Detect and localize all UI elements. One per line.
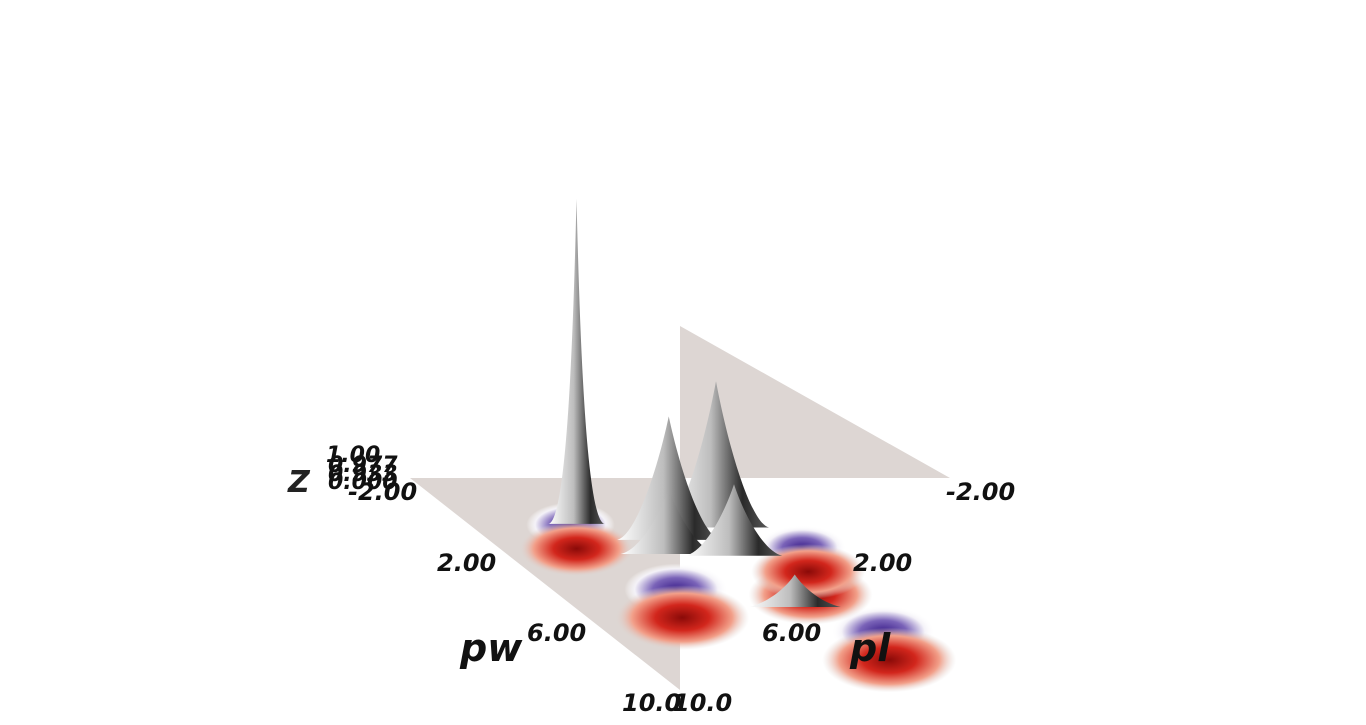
- trough-mark-1: [822, 627, 957, 693]
- peak-mark-0: [548, 198, 605, 524]
- x-axis-title: pw: [459, 626, 523, 670]
- y-axis-title: pl: [849, 626, 891, 670]
- trough-mark-4: [751, 544, 866, 600]
- y-tick-label-0: -2.00: [946, 478, 1015, 506]
- z-tick-label-1: 0.977: [328, 453, 398, 478]
- peak-mark-1: [617, 416, 721, 540]
- y-tick-label-3: 10.0: [673, 689, 732, 717]
- peak-mark-4: [685, 484, 783, 556]
- z-axis-title: Z: [287, 465, 311, 500]
- trough-mark-0: [615, 585, 750, 650]
- peak-mark-3: [620, 488, 717, 554]
- trough-mark-2: [519, 521, 634, 577]
- y-tick-label-1: 2.00: [853, 549, 912, 577]
- surface-peaks: [548, 198, 841, 607]
- peak-mark-5: [748, 574, 841, 607]
- x-tick-label-3: 10.0: [622, 689, 681, 717]
- x-tick-label-0: -2.00: [348, 478, 417, 506]
- x-tick-label-1: 2.00: [437, 549, 496, 577]
- x-tick-label-2: 6.00: [527, 619, 586, 647]
- axis-ticks: -2.00 2.00 6.00 10.0 -2.00 2.00 6.00 10.0 1.000.…: [326, 443, 1015, 717]
- y-tick-label-2: 6.00: [762, 619, 821, 647]
- z-tick-label-2: 0.933: [328, 462, 398, 487]
- z-tick-label-3: 0.000: [328, 470, 398, 495]
- z-tick-label-0: 1.00: [326, 443, 380, 468]
